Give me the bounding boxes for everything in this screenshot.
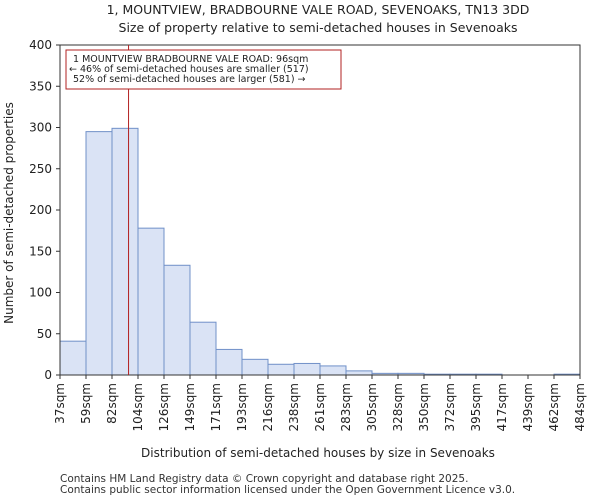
bar-82sqm (111, 127, 139, 376)
y-tick-label: 100 (29, 286, 52, 300)
y-tick-label: 50 (37, 327, 52, 341)
footer-line-1: Contains HM Land Registry data © Crown c… (60, 473, 469, 485)
footer-line-2: Contains public sector information licen… (60, 484, 516, 496)
plot-frame (59, 44, 581, 376)
bars-group (59, 127, 581, 376)
x-tick-label: 171sqm (209, 383, 223, 431)
bar-216sqm (267, 363, 295, 376)
x-tick-label: 193sqm (235, 383, 249, 431)
bar-171sqm (215, 348, 243, 376)
x-tick-label: 372sqm (443, 383, 457, 431)
x-tick-label: 462sqm (547, 383, 561, 431)
x-tick-label: 305sqm (365, 383, 379, 431)
x-tick-label: 59sqm (79, 383, 93, 424)
x-tick-label: 417sqm (495, 383, 509, 431)
x-tick-label: 395sqm (469, 383, 483, 431)
y-axis: 0 50 100 150 200 250 300 350 400 (29, 38, 60, 382)
x-tick-label: 104sqm (131, 383, 145, 431)
bar-238sqm (293, 362, 321, 376)
bar-126sqm (163, 264, 191, 376)
y-tick-label: 400 (29, 38, 52, 52)
x-tick-label: 126sqm (157, 383, 171, 431)
y-tick-label: 150 (29, 244, 52, 258)
y-tick-label: 0 (44, 368, 52, 382)
x-tick-label: 350sqm (417, 383, 431, 431)
chart-title: 1, MOUNTVIEW, BRADBOURNE VALE ROAD, SEVE… (107, 2, 530, 17)
x-tick-label: 328sqm (391, 383, 405, 431)
annotation-box: 1 MOUNTVIEW BRADBOURNE VALE ROAD: 96sqm … (65, 49, 342, 90)
annotation-line-3: 52% of semi-detached houses are larger (… (73, 74, 306, 85)
x-tick-label: 82sqm (105, 383, 119, 424)
y-tick-label: 200 (29, 203, 52, 217)
bar-37sqm (59, 340, 87, 376)
y-tick-label: 350 (29, 79, 52, 93)
x-tick-label: 484sqm (573, 383, 587, 431)
x-tick-label: 216sqm (261, 383, 275, 431)
x-tick-label: 238sqm (287, 383, 301, 431)
x-axis: 37sqm 59sqm 82sqm 104sqm 126sqm 149sqm 171sqm 1… (53, 375, 587, 431)
y-tick-label: 300 (29, 121, 52, 135)
y-axis-label: Number of semi-detached properties (2, 102, 16, 324)
chart-subtitle: Size of property relative to semi-detach… (119, 20, 518, 35)
x-axis-label: Distribution of semi-detached houses by … (141, 446, 495, 460)
x-tick-label: 261sqm (313, 383, 327, 431)
y-tick-label: 250 (29, 162, 52, 176)
bar-261sqm (319, 365, 347, 376)
bar-59sqm (85, 131, 113, 376)
annotation-line-2: ← 46% of semi-detached houses are smalle… (69, 64, 309, 75)
x-tick-label: 439sqm (521, 383, 535, 431)
bar-283sqm (345, 370, 373, 376)
bar-193sqm (241, 358, 269, 376)
bar-149sqm (189, 321, 217, 376)
x-tick-label: 37sqm (53, 383, 67, 424)
x-tick-label: 149sqm (183, 383, 197, 431)
bar-104sqm (137, 227, 165, 376)
x-tick-label: 283sqm (339, 383, 353, 431)
annotation-line-1: 1 MOUNTVIEW BRADBOURNE VALE ROAD: 96sqm (73, 54, 308, 65)
